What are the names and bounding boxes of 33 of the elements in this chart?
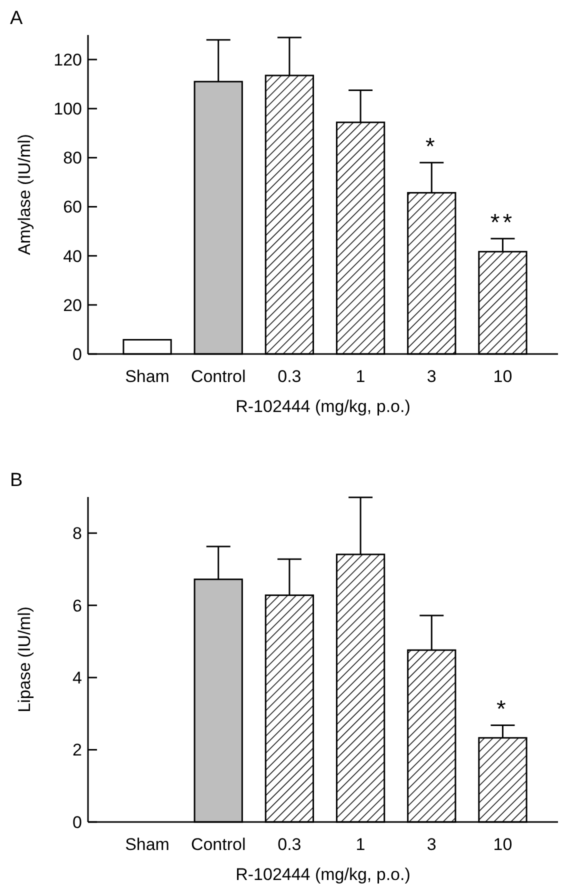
y-tick-label: 0 xyxy=(72,812,82,832)
y-tick-label: 60 xyxy=(63,198,82,217)
y-tick-label: 120 xyxy=(54,50,82,70)
chart-title: A xyxy=(10,8,23,29)
x-tick-label: Sham xyxy=(125,835,170,854)
y-tick-label: 80 xyxy=(63,148,82,168)
x-tick-label: 0.3 xyxy=(278,835,302,854)
x-axis-title: R-102444 (mg/kg, p.o.) xyxy=(236,397,410,416)
y-tick-label: 0 xyxy=(72,344,82,364)
y-tick-label: 6 xyxy=(72,596,82,616)
annotation: * xyxy=(425,134,438,161)
x-tick-label: 10 xyxy=(493,367,512,386)
x-axis-title: R-102444 (mg/kg, p.o.) xyxy=(236,865,410,884)
x-tick-label: Control xyxy=(190,835,246,854)
x-tick-label: 1 xyxy=(356,835,366,854)
y-tick-label: 4 xyxy=(72,668,82,688)
annotation: * xyxy=(496,696,509,724)
x-tick-label: Sham xyxy=(125,367,170,386)
x-tick-label: 3 xyxy=(426,367,436,386)
y-tick-label: 8 xyxy=(72,524,82,544)
x-tick-label: 0.3 xyxy=(278,367,302,386)
annotation: ** xyxy=(490,210,516,237)
chart-title: B xyxy=(10,470,23,491)
y-axis-title: Lipase (IU/ml) xyxy=(15,606,34,712)
y-axis-title: Amylase (IU/ml) xyxy=(15,134,34,255)
y-tick-label: 100 xyxy=(54,100,82,119)
x-tick-label: 1 xyxy=(356,367,366,386)
y-tick-label: 2 xyxy=(72,740,82,760)
x-tick-label: Control xyxy=(190,367,246,386)
y-tick-label: 20 xyxy=(63,296,82,315)
x-tick-label: 10 xyxy=(493,835,512,854)
x-tick-label: 3 xyxy=(426,835,436,854)
y-tick-label: 40 xyxy=(63,246,82,266)
